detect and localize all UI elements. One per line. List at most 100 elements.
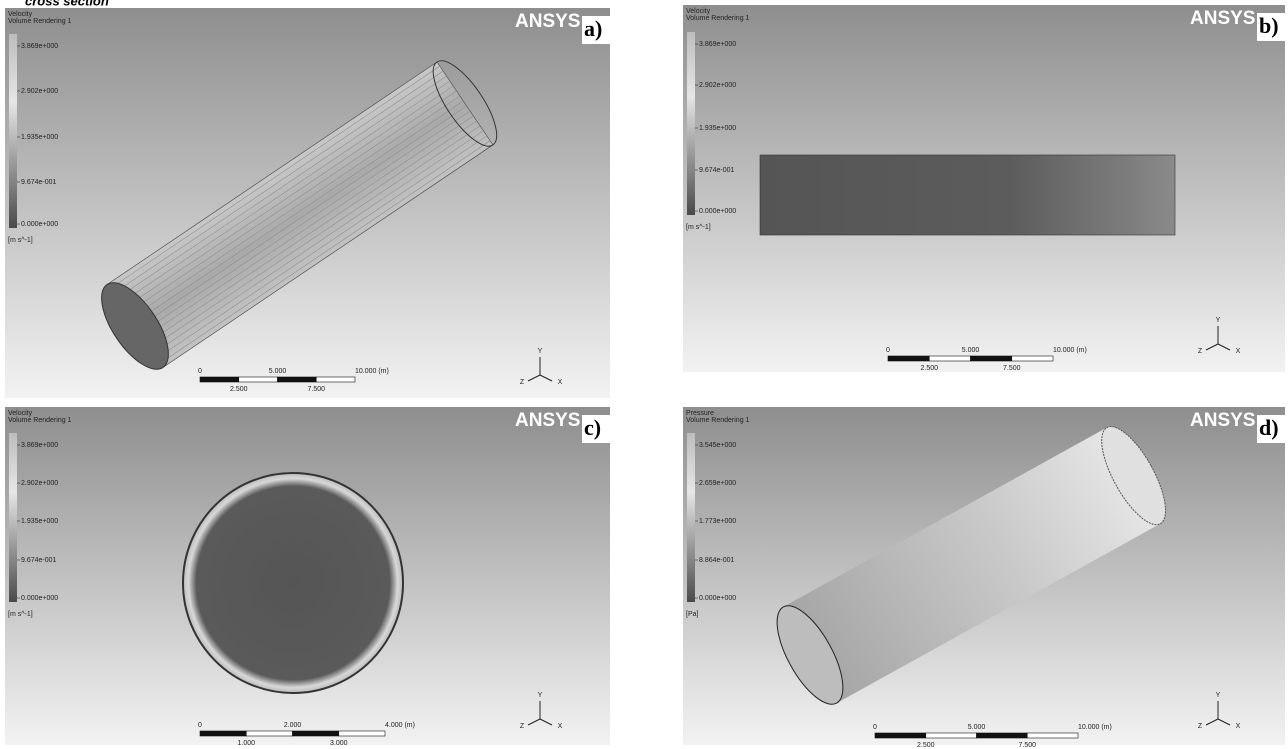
legend-level: 9.674e-001 [21, 179, 57, 186]
ansys-logo: ANSYS [515, 410, 580, 431]
scale-label: 3.000 [330, 740, 348, 747]
figure: cross section VelocityVolume Rendering 1… [0, 0, 1288, 749]
axis-label: Z [1198, 723, 1203, 730]
page: cross section VelocityVolume Rendering 1… [0, 0, 1288, 749]
scale-segment [239, 377, 278, 382]
legend-level: 3.869e+000 [21, 43, 58, 50]
scale-segment [246, 731, 292, 736]
legend-level: 0.000e+000 [699, 595, 736, 602]
legend-variable: Velocity [686, 8, 711, 15]
legend-level: 8.864e-001 [699, 557, 735, 564]
scale-segment [278, 377, 317, 382]
axis-label: Y [1216, 692, 1221, 699]
panel-label: b) [1259, 13, 1279, 38]
scale-label: 2.000 [284, 722, 302, 729]
legend-rendering: Volume Rendering 1 [686, 417, 750, 424]
scale-label: 5.000 [968, 724, 986, 731]
legend-level: 9.674e-001 [21, 557, 57, 564]
caption-fragment: cross section [25, 0, 109, 8]
legend-rendering: Volume Rendering 1 [8, 18, 72, 25]
scale-segment [926, 733, 977, 738]
scale-segment [200, 731, 246, 736]
axis-label: Z [520, 723, 525, 730]
scale-segment [293, 731, 339, 736]
color-bar [9, 34, 17, 228]
scale-segment [1012, 356, 1053, 361]
legend-unit: [m s^-1] [686, 224, 711, 231]
axis-label: X [1236, 723, 1241, 730]
color-bar [687, 32, 695, 215]
legend-rendering: Volume Rendering 1 [8, 417, 72, 424]
legend-level: 3.869e+000 [21, 442, 58, 449]
ansys-logo: ANSYS [515, 11, 580, 32]
scale-segment [200, 377, 239, 382]
scale-label: 0 [198, 722, 202, 729]
legend-level: 9.674e-001 [699, 167, 735, 174]
scale-segment [875, 733, 926, 738]
scale-label: 2.500 [230, 386, 248, 393]
scale-segment [1027, 733, 1078, 738]
legend-unit: [m s^-1] [8, 237, 33, 244]
scale-label: 2.500 [917, 742, 935, 749]
scale-segment [977, 733, 1028, 738]
scale-label: 0 [886, 347, 890, 354]
scale-segment [929, 356, 970, 361]
legend-level: 2.902e+000 [21, 88, 58, 95]
legend-level: 1.773e+000 [699, 518, 736, 525]
scale-label: 5.000 [269, 368, 287, 375]
legend-rendering: Volume Rendering 1 [686, 15, 750, 22]
legend-variable: Velocity [8, 11, 33, 18]
color-bar [687, 433, 695, 602]
legend-level: 2.902e+000 [699, 82, 736, 89]
scale-label: 7.500 [1018, 742, 1036, 749]
scale-segment [971, 356, 1012, 361]
legend-level: 1.935e+000 [699, 125, 736, 132]
panel-label: d) [1259, 415, 1279, 440]
panel-label: a) [584, 16, 602, 41]
axis-label: X [1236, 348, 1241, 355]
legend-level: 3.545e+000 [699, 442, 736, 449]
scale-label: 10.000 (m) [1053, 347, 1087, 354]
scale-label: 10.000 (m) [1078, 724, 1112, 731]
scale-label: 0 [873, 724, 877, 731]
legend-level: 2.659e+000 [699, 480, 736, 487]
panel-label: c) [584, 415, 601, 440]
legend-unit: [Pa] [686, 611, 699, 618]
legend-level: 2.902e+000 [21, 480, 58, 487]
ansys-logo: ANSYS [1190, 410, 1255, 431]
axis-label: X [558, 723, 563, 730]
axis-label: Y [1216, 317, 1221, 324]
disk-outer [183, 473, 403, 693]
ansys-logo: ANSYS [1190, 8, 1255, 29]
axis-label: Y [538, 692, 543, 699]
legend-level: 0.000e+000 [21, 595, 58, 602]
axis-label: Z [1198, 348, 1203, 355]
slab [760, 155, 1175, 235]
legend-level: 1.935e+000 [21, 518, 58, 525]
scale-label: 7.500 [1003, 365, 1021, 372]
legend-level: 0.000e+000 [699, 208, 736, 215]
axis-label: Z [520, 379, 525, 386]
axis-label: Y [538, 348, 543, 355]
panel: PressureVolume Rendering 1 3.545e+000 2.65… [683, 407, 1285, 749]
legend-variable: Velocity [8, 410, 33, 417]
axis-label: X [558, 379, 563, 386]
scale-label: 0 [198, 368, 202, 375]
scale-label: 5.000 [962, 347, 980, 354]
legend-level: 0.000e+000 [21, 221, 58, 228]
scale-label: 2.500 [920, 365, 938, 372]
scale-segment [888, 356, 929, 361]
legend-variable: Pressure [686, 410, 714, 417]
scale-label: 4.000 (m) [385, 722, 415, 729]
color-bar [9, 433, 17, 602]
scale-label: 10.000 (m) [355, 368, 389, 375]
scale-segment [339, 731, 385, 736]
scale-label: 7.500 [307, 386, 325, 393]
legend-unit: [m s^-1] [8, 611, 33, 618]
legend-level: 1.935e+000 [21, 134, 58, 141]
legend-level: 3.869e+000 [699, 41, 736, 48]
scale-segment [316, 377, 355, 382]
